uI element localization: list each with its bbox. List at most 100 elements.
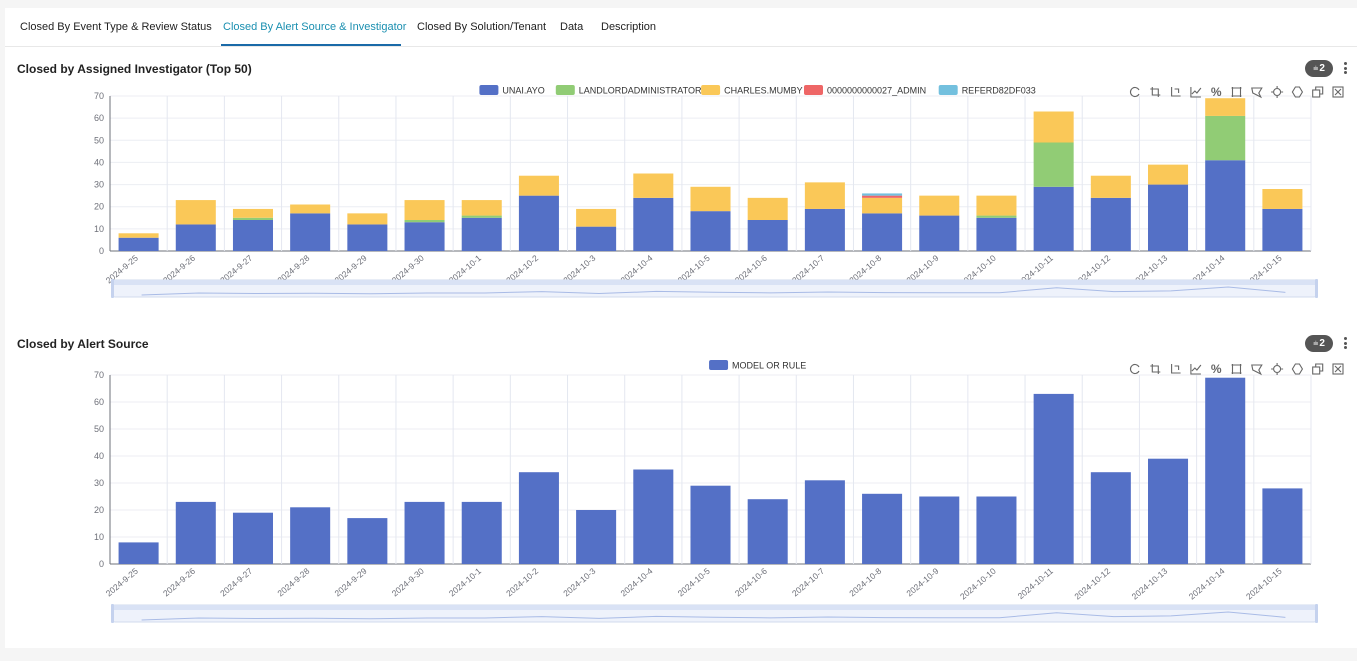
x-tick-label: 2024-10-6 [733, 566, 769, 599]
y-tick-label: 40 [94, 451, 104, 461]
bar-landlordadministrator [1205, 115, 1246, 161]
legend-swatch [804, 85, 823, 95]
y-tick-label: 20 [94, 505, 104, 515]
legend-label: CHARLES.MUMBY [724, 86, 803, 96]
bar-charles-mumby [290, 204, 331, 214]
bar-unai-ayo [919, 215, 960, 251]
x-tick-label: 2024-10-10 [958, 566, 998, 602]
bar-unai-ayo [1205, 160, 1246, 251]
restore-icon[interactable] [1129, 86, 1140, 98]
bar-unai-ayo [404, 222, 445, 251]
y-tick-label: 10 [94, 532, 104, 542]
filter-icon: ⩧ [1313, 63, 1319, 73]
bar-model-or-rule [1262, 488, 1303, 564]
gear-arrows-icon[interactable] [1271, 363, 1284, 375]
bar-model-or-rule [862, 493, 903, 564]
legend-label: UNAI.AYO [502, 86, 544, 96]
bar-model-or-rule [804, 480, 845, 564]
crop-icon[interactable] [1150, 87, 1161, 97]
bar-charles-mumby [1033, 111, 1074, 143]
bar-charles-mumby [976, 195, 1017, 216]
line-chart-icon[interactable] [1190, 87, 1202, 98]
bar-landlordadministrator [461, 215, 502, 218]
crop-icon[interactable] [1150, 364, 1161, 374]
lasso-icon[interactable] [1251, 87, 1263, 99]
x-tick-label: 2024-10-13 [1130, 566, 1170, 602]
x-tick-label: 2024-10-15 [1244, 566, 1284, 602]
bar-charles-mumby [1090, 175, 1131, 198]
x-tick-label: 2024-10-5 [676, 566, 712, 599]
percent-icon[interactable]: % [1211, 362, 1222, 376]
filter-count: 2 [1319, 63, 1325, 74]
copy-icon[interactable] [1312, 86, 1324, 98]
hexagon-icon[interactable] [1291, 86, 1304, 98]
box-select-icon[interactable] [1231, 87, 1242, 97]
bar-unai-ayo [747, 220, 788, 251]
lasso-icon[interactable] [1251, 364, 1263, 376]
bar-model-or-rule [747, 499, 788, 564]
data-zoom-slider[interactable] [111, 279, 1318, 298]
y-tick-label: 60 [94, 397, 104, 407]
zoom-right-handle [1315, 604, 1318, 623]
y-tick-label: 0 [99, 246, 104, 256]
bar-model-or-rule [1033, 393, 1074, 564]
legend-swatch [479, 85, 499, 95]
bar-model-or-rule [1205, 377, 1246, 564]
bar-model-or-rule [175, 501, 216, 564]
legend-swatch [938, 85, 958, 95]
bar-charles-mumby [347, 213, 388, 225]
bar-model-or-rule [1090, 472, 1131, 564]
bar-model-or-rule [404, 501, 445, 564]
bar-charles-mumby [1262, 189, 1303, 209]
more-options-icon[interactable] [1341, 60, 1349, 76]
y-tick-label: 30 [94, 478, 104, 488]
bar-model-or-rule [518, 472, 559, 564]
x-tick-label: 2024-10-2 [504, 566, 540, 599]
x-tick-label: 2024-9-25 [104, 566, 140, 599]
data-zoom-slider[interactable] [111, 604, 1318, 623]
y-tick-label: 70 [94, 91, 104, 101]
y-tick-label: 10 [94, 224, 104, 234]
percent-icon[interactable]: % [1211, 85, 1222, 99]
hexagon-icon[interactable] [1291, 363, 1304, 375]
filter-badge-investigator[interactable]: ⩧ 2 [1305, 60, 1333, 77]
y-tick-label: 70 [94, 370, 104, 380]
clear-icon[interactable] [1332, 86, 1344, 98]
bar-unai-ayo [804, 208, 845, 251]
y-tick-label: 60 [94, 113, 104, 123]
bar-charles-mumby [518, 175, 559, 196]
tab-alert-source-investigator[interactable]: Closed By Alert Source & Investigator [223, 21, 407, 33]
more-options-icon[interactable] [1341, 335, 1349, 351]
bar-model-or-rule [461, 501, 502, 564]
tab-solution-tenant[interactable]: Closed By Solution/Tenant [417, 21, 547, 33]
tab-description[interactable]: Description [601, 21, 657, 33]
x-tick-label: 2024-10-12 [1072, 566, 1112, 602]
chart-toolbox: % [1129, 85, 1344, 99]
bar-charles-mumby [175, 200, 216, 225]
tab-event-type-review-status[interactable]: Closed By Event Type & Review Status [20, 21, 212, 33]
copy-icon[interactable] [1312, 363, 1324, 375]
y-tick-label: 30 [94, 180, 104, 190]
clear-icon[interactable] [1332, 363, 1344, 375]
crop-back-icon[interactable] [1171, 364, 1181, 374]
panel-title-alert-source: Closed by Alert Source [17, 337, 149, 351]
bar-unai-ayo [976, 217, 1017, 251]
box-select-icon[interactable] [1231, 364, 1242, 374]
filter-badge-alert-source[interactable]: ⩧ 2 [1305, 335, 1333, 352]
y-tick-label: 40 [94, 157, 104, 167]
filter-count: 2 [1319, 338, 1325, 349]
tab-data[interactable]: Data [560, 21, 584, 33]
report-card: Closed By Event Type & Review Status Clo… [5, 8, 1357, 648]
legend-swatch [555, 85, 575, 95]
bar-model-or-rule [232, 512, 273, 564]
restore-icon[interactable] [1129, 363, 1140, 375]
bar-unai-ayo [576, 226, 617, 251]
bar-charles-mumby [919, 195, 960, 216]
crop-back-icon[interactable] [1171, 87, 1181, 97]
legend-label: REFERD82DF033 [962, 86, 1036, 96]
bar-model-or-rule [633, 469, 674, 564]
bar-unai-ayo [290, 213, 331, 251]
bar-landlordadministrator [404, 220, 445, 223]
gear-arrows-icon[interactable] [1271, 86, 1284, 98]
line-chart-icon[interactable] [1190, 364, 1202, 375]
